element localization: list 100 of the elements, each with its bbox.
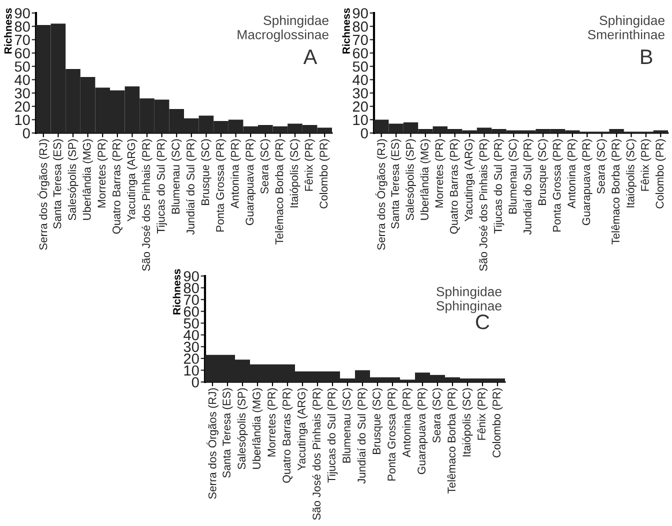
y-tick-label: 60 bbox=[14, 48, 30, 58]
y-tick-label: 30 bbox=[14, 88, 30, 98]
x-tick-label: Antonina (PR) bbox=[567, 139, 578, 208]
x-tick-label: São José dos Pinhais (PR) bbox=[479, 139, 490, 271]
x-tick-label: Santa Teresa (ES) bbox=[222, 388, 233, 478]
annotation: B bbox=[641, 50, 652, 64]
y-tick-label: 50 bbox=[352, 61, 368, 72]
x-tick-label: Telêmaco Borba (PR) bbox=[447, 388, 458, 494]
x-tick-label: Ponta Grossa (PR) bbox=[387, 388, 398, 480]
x-tick-label: Salesópolis (SP) bbox=[68, 139, 78, 220]
x-tick-label: Ponta Grossa (PR) bbox=[552, 139, 563, 232]
x-tick-label: Guarapuava (PR) bbox=[417, 388, 428, 474]
x-tick-label: Colombo (PR) bbox=[319, 139, 330, 208]
y-tick-label: 10 bbox=[353, 114, 368, 126]
x-tick-label: Ponta Grossa (PR) bbox=[216, 139, 226, 232]
y-tick-label: 40 bbox=[184, 330, 199, 340]
annotation: Smerinthinae bbox=[588, 30, 664, 40]
x-tick-label: Quatro Barras (PR) bbox=[112, 139, 123, 234]
y-tick-label: 70 bbox=[352, 34, 368, 46]
y-axis-title: Richness bbox=[342, 8, 350, 54]
y-tick-label: 30 bbox=[184, 342, 199, 352]
x-tick-label: Yacutinga (ARG) bbox=[464, 139, 475, 222]
y-tick-label: 0 bbox=[360, 128, 368, 138]
x-tick-label: Seara (SC) bbox=[260, 139, 271, 194]
y-tick-label: 40 bbox=[14, 74, 30, 86]
y-tick-label: 20 bbox=[184, 354, 199, 364]
y-tick-label: 20 bbox=[14, 101, 30, 112]
annotation: Sphinginae bbox=[436, 300, 502, 314]
annotation: Sphingidae bbox=[600, 15, 664, 28]
x-tick-label: Salesópolis (SP) bbox=[237, 388, 248, 470]
y-tick-label: 60 bbox=[184, 306, 199, 317]
y-tick-label: 90 bbox=[352, 8, 368, 18]
x-tick-label: Guarapuava (PR) bbox=[245, 139, 256, 226]
x-tick-label: Uberlândia (MG) bbox=[82, 139, 93, 220]
x-tick-label: Uberlândia (MG) bbox=[420, 139, 431, 220]
x-tick-label: São José dos Pinhais (PR) bbox=[312, 388, 323, 520]
annotation: Sphingidae bbox=[264, 15, 328, 28]
x-tick-label: Salesópolis (SP) bbox=[406, 139, 416, 220]
x-tick-label: Tijucas do Sul (PR) bbox=[494, 139, 504, 234]
x-tick-label: Brusque (SC) bbox=[201, 139, 212, 205]
x-tick-label: Antonina (PR) bbox=[402, 388, 413, 458]
x-tick-label: Tijucas do Sul (PR) bbox=[327, 388, 338, 483]
y-tick-label: 50 bbox=[14, 61, 30, 72]
y-tick-label: 0 bbox=[22, 128, 30, 138]
x-tick-label: Morretes (PR) bbox=[434, 139, 446, 208]
x-tick-label: Seara (SC) bbox=[596, 139, 608, 194]
x-tick-label: Morretes (PR) bbox=[267, 388, 278, 456]
x-tick-label: Brusque (SC) bbox=[372, 388, 383, 454]
x-tick-label: Fênix (PR) bbox=[304, 139, 315, 191]
x-tick-label: Telêmaco Borba (PR) bbox=[275, 139, 286, 245]
y-tick-label: 10 bbox=[15, 114, 30, 126]
x-tick-label: Colombo (PR) bbox=[492, 388, 503, 458]
y-axis-title: Richness bbox=[4, 8, 12, 54]
y-tick-label: 10 bbox=[184, 365, 199, 376]
y-tick-label: 80 bbox=[352, 21, 368, 32]
x-tick-label: Blumenau (SC) bbox=[508, 139, 519, 214]
y-tick-label: 0 bbox=[192, 377, 199, 388]
y-tick-label: 70 bbox=[184, 294, 199, 305]
y-tick-label: 60 bbox=[352, 48, 368, 58]
x-tick-label: Quatro Barras (PR) bbox=[282, 388, 293, 483]
x-tick-label: Morretes (PR) bbox=[97, 139, 108, 208]
x-tick-label: Itaiópolis (SC) bbox=[462, 388, 473, 456]
x-tick-label: Brusque (SC) bbox=[538, 139, 548, 205]
y-tick-label: 80 bbox=[14, 21, 30, 32]
x-tick-label: Yacutinga (ARG) bbox=[297, 388, 308, 470]
x-tick-label: Blumenau (SC) bbox=[342, 388, 353, 463]
y-tick-label: 90 bbox=[184, 271, 199, 282]
x-tick-label: Yacutinga (ARG) bbox=[127, 139, 138, 222]
x-tick-label: Santa Teresa (ES) bbox=[53, 139, 64, 229]
y-tick-label: 70 bbox=[14, 34, 30, 46]
y-tick-label: 30 bbox=[352, 88, 368, 98]
x-tick-label: Serra dos Órgãos (RJ) bbox=[37, 139, 50, 250]
x-tick-label: Fênix (PR) bbox=[477, 388, 488, 440]
y-tick-label: 80 bbox=[184, 282, 199, 294]
x-tick-label: Jundiaí do Sul (PR) bbox=[357, 388, 368, 484]
x-tick-label: Quatro Barras (PR) bbox=[450, 139, 460, 234]
x-tick-label: Seara (SC) bbox=[432, 388, 443, 443]
annotation: A bbox=[303, 50, 318, 64]
annotation: C bbox=[476, 314, 490, 330]
x-tick-label: Itaiópolis (SC) bbox=[626, 139, 636, 208]
annotation: Macroglossinae bbox=[238, 30, 328, 42]
x-tick-label: Fênix (PR) bbox=[640, 139, 652, 191]
x-tick-label: Blumenau (SC) bbox=[171, 139, 182, 214]
x-tick-label: Jundiaí do Sul (PR) bbox=[186, 139, 197, 235]
y-axis-title: Richness bbox=[172, 269, 180, 314]
y-tick-label: 20 bbox=[352, 101, 368, 112]
x-tick-label: Jundiaí do Sul (PR) bbox=[523, 139, 534, 235]
x-tick-label: Serra dos Órgãos (RJ) bbox=[375, 139, 388, 250]
y-tick-label: 50 bbox=[184, 318, 199, 329]
x-tick-label: Itaiópolis (SC) bbox=[290, 139, 300, 208]
x-tick-label: Antonina (PR) bbox=[230, 139, 241, 208]
x-tick-label: Colombo (PR) bbox=[655, 139, 666, 208]
x-tick-label: Tijucas do Sul (PR) bbox=[156, 139, 167, 234]
x-tick-label: Uberlândia (MG) bbox=[252, 388, 263, 469]
y-tick-label: 40 bbox=[352, 74, 368, 86]
x-tick-label: Serra dos Órgãos (RJ) bbox=[206, 388, 218, 499]
x-tick-label: São José dos Pinhais (PR) bbox=[142, 139, 152, 271]
x-tick-label: Guarapuava (PR) bbox=[582, 139, 592, 226]
x-tick-label: Santa Teresa (ES) bbox=[390, 139, 402, 229]
y-tick-label: 90 bbox=[14, 8, 30, 18]
